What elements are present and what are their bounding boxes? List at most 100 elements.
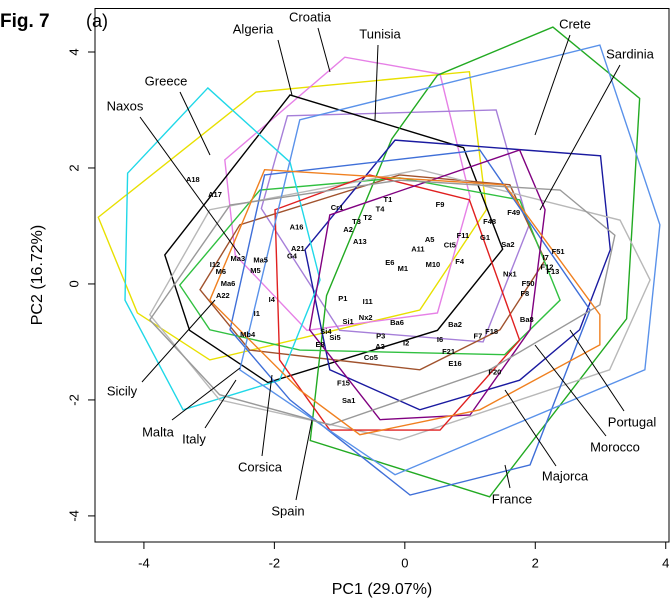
sample-label: Ma5 [253,256,268,265]
x-tick-label: 4 [662,555,669,570]
sample-label: I2 [403,339,409,348]
sample-label: A2 [343,225,353,234]
group-label: Croatia [289,9,332,24]
group-label: Tunisia [359,26,401,41]
leader-line [277,39,293,96]
y-tick-label: 4 [66,48,81,55]
leader-line [569,329,625,412]
sample-label: T1 [383,195,392,204]
sample-label: A13 [353,237,367,246]
group-hull [164,94,504,384]
group-hull [224,56,471,332]
y-tick-label: -4 [66,510,81,522]
sample-label: I12 [210,260,220,269]
sample-label: Ba8 [520,315,534,324]
leader-line [261,374,273,457]
sample-label: M5 [250,266,260,275]
sample-label: Nx2 [359,313,373,322]
sample-label: Si5 [329,333,340,342]
plot-frame [94,8,670,543]
sample-label: A22 [216,291,230,300]
group-hull [148,168,651,441]
group-label: Sicily [107,383,138,398]
group-hull [124,86,321,411]
sample-label: F15 [337,379,350,388]
sample-label: F7 [474,332,483,341]
sample-label: F4 [455,257,465,266]
leader-line [504,389,557,467]
group-label: Greece [145,73,188,88]
sample-label: Ma6 [221,279,236,288]
group-hull [274,174,521,431]
group-hull [208,168,601,436]
sample-label: Nx1 [503,270,517,279]
leader-line [534,34,571,136]
y-axis-label: PC2 (16.72%) [29,225,46,326]
x-tick-label: -4 [138,555,150,570]
sample-label: Cr1 [331,203,344,212]
group-hull [97,70,488,361]
x-axis-label: PC1 (29.07%) [332,581,433,598]
group-hull [304,139,612,411]
sample-label: F11 [457,231,470,240]
group-hull [239,44,661,476]
y-tick-label: -2 [66,394,81,406]
leader-line [539,64,621,211]
sample-label: A11 [411,245,424,254]
group-label: Algeria [233,21,274,36]
sample-label: A18 [186,175,200,184]
sample-label: T4 [376,205,386,214]
group-hull [148,179,616,426]
leader-line [317,27,331,73]
sample-label: G1 [480,233,490,242]
sample-label: A21 [291,244,305,253]
leader-line [141,299,216,383]
group-hull [178,177,561,356]
sample-label: I7 [543,253,549,262]
sample-label: P3 [376,332,385,341]
x-tick-label: -2 [269,555,281,570]
sample-label: F49 [507,208,520,217]
sample-label: Ba2 [448,320,462,329]
sample-label: F9 [436,200,445,209]
leader-line [179,91,211,156]
y-tick-label: 0 [66,280,81,287]
chart-title: Fig. 7 [0,11,50,32]
sample-label: F50 [522,279,535,288]
group-label: Malta [142,424,175,439]
sample-label: G4 [287,252,298,261]
sample-label: A16 [290,223,304,232]
leader-line [374,44,379,121]
sample-label: E8 [315,340,324,349]
sample-label: I4 [269,295,276,304]
sample-label: F21 [442,347,455,356]
sample-label: F51 [552,247,565,256]
sample-label: Sa1 [342,396,355,405]
group-label: Crete [559,16,591,31]
leader-line [295,419,313,501]
group-label: Majorca [542,468,589,483]
sample-label: F12 [541,263,554,272]
group-label: Spain [271,503,304,518]
group-hull [199,174,546,371]
sample-label: A3 [375,342,385,351]
leader-line [504,464,511,489]
sample-label: Ct5 [444,241,456,250]
x-tick-label: 0 [401,555,408,570]
sample-label: F8 [520,289,529,298]
sample-label: F18 [485,327,498,336]
y-tick-label: 2 [66,164,81,171]
group-label: Morocco [590,439,640,454]
sample-label: Sa2 [501,240,514,249]
sample-label: Co5 [364,353,378,362]
sample-label: M1 [398,264,408,273]
sample-label: Ba6 [390,318,404,327]
leader-line [534,344,607,437]
sample-label: M6 [216,267,226,276]
sample-label: P1 [338,294,347,303]
group-hull [308,149,546,421]
leader-line [171,367,241,421]
sample-label: A17 [208,190,222,199]
sample-label: F48 [483,217,496,226]
